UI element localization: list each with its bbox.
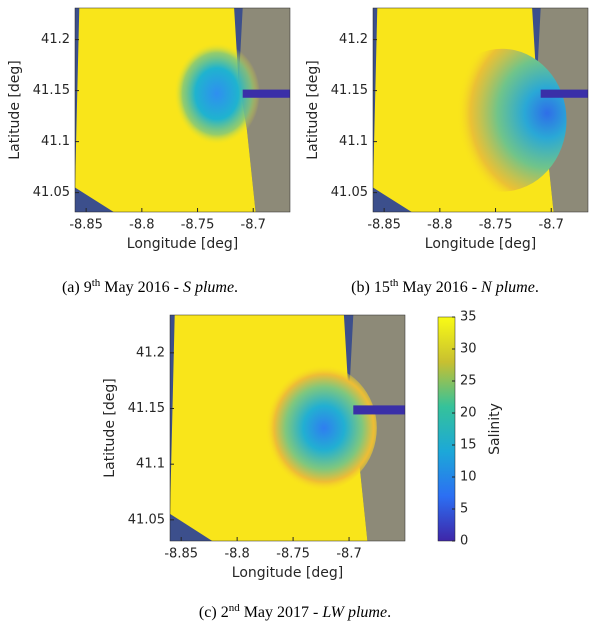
caption-date: May 2016 - — [104, 279, 179, 297]
plume — [437, 48, 567, 192]
colorbar-tick-label: 0 — [460, 534, 468, 549]
y-tick-label: 41.2 — [41, 32, 70, 47]
y-tick-label: 41.15 — [33, 83, 70, 98]
colorbar-tick-label: 5 — [460, 502, 468, 517]
map — [75, 8, 290, 212]
caption: (c) 2nd May 2017 - LW plume. — [199, 602, 391, 622]
caption-suffix: th — [389, 276, 399, 289]
y-tick-label: 41.15 — [128, 401, 165, 416]
x-tick-label: -8.8 — [427, 218, 452, 233]
x-tick-label: -8.7 — [336, 547, 361, 562]
map — [170, 315, 405, 541]
x-tick-label: -8.85 — [69, 218, 103, 233]
y-tick-label: 41.2 — [136, 345, 165, 360]
caption: (a) 9th May 2016 - S plume. — [62, 277, 238, 297]
caption-date: May 2017 - — [243, 604, 319, 622]
caption-label: (c) — [198, 604, 217, 622]
colorbar-tick-label: 35 — [460, 310, 477, 325]
plume — [259, 364, 377, 492]
colorbar-tick-label: 25 — [460, 374, 477, 389]
caption-plume: S plume — [182, 279, 235, 297]
river — [353, 405, 405, 415]
x-tick-label: -8.75 — [479, 218, 513, 233]
river — [540, 89, 588, 98]
axes-box — [169, 314, 406, 542]
y-axis-label: Latitude [deg] — [7, 60, 23, 159]
caption-plume: LW plume — [322, 604, 388, 622]
caption-plume: N plume — [481, 279, 535, 297]
x-axis-label: Longitude [deg] — [232, 565, 343, 581]
caption-suffix: nd — [228, 601, 240, 614]
x-axis-label: Longitude [deg] — [425, 236, 536, 252]
y-tick-label: 41.1 — [339, 134, 368, 149]
y-tick-label: 41.1 — [136, 457, 165, 472]
y-tick-label: 41.2 — [339, 32, 368, 47]
plume — [173, 42, 260, 145]
y-tick-label: 41.15 — [331, 83, 368, 98]
x-tick-label: -8.75 — [181, 218, 215, 233]
river — [242, 89, 290, 98]
map — [373, 8, 588, 212]
axes-box — [74, 7, 291, 213]
x-tick-label: -8.85 — [367, 218, 401, 233]
caption-date: May 2016 - — [402, 279, 478, 297]
colorbar-tick-label: 30 — [460, 342, 477, 357]
caption-day: 2 — [220, 604, 229, 622]
y-tick-label: 41.05 — [33, 185, 70, 200]
x-tick-label: -8.7 — [241, 218, 266, 233]
y-tick-label: 41.05 — [128, 512, 165, 527]
caption-suffix: th — [91, 276, 101, 289]
x-axis-label: Longitude [deg] — [127, 236, 238, 252]
caption-label: (b) — [351, 279, 370, 297]
y-axis-label: Latitude [deg] — [102, 378, 118, 477]
caption-end: . — [387, 604, 392, 622]
caption-day: 15 — [373, 279, 390, 297]
y-tick-label: 41.1 — [41, 134, 70, 149]
x-tick-label: -8.8 — [224, 547, 249, 562]
colorbar-tick-label: 15 — [460, 438, 477, 453]
colorbar-tick-label: 20 — [460, 406, 477, 421]
x-tick-label: -8.75 — [276, 547, 310, 562]
land — [238, 8, 290, 212]
x-tick-label: -8.7 — [539, 218, 564, 233]
caption: (b) 15th May 2016 - N plume. — [351, 277, 539, 297]
y-axis-label: Latitude [deg] — [305, 60, 321, 159]
colorbar-tick-label: 10 — [460, 470, 477, 485]
caption-day: 9 — [83, 279, 92, 297]
caption-end: . — [234, 279, 239, 297]
x-tick-label: -8.85 — [164, 547, 198, 562]
colorbar — [437, 316, 456, 542]
colorbar-label: Salinity — [487, 403, 503, 455]
y-tick-label: 41.05 — [331, 185, 368, 200]
caption-end: . — [534, 279, 539, 297]
caption-label: (a) — [61, 279, 80, 297]
x-tick-label: -8.8 — [129, 218, 154, 233]
axes-box — [372, 7, 589, 213]
